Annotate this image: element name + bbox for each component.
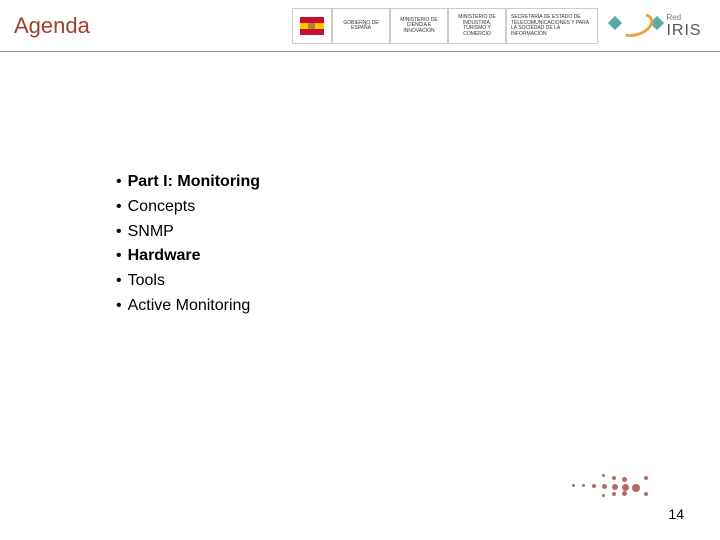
list-item-label: Tools (128, 269, 165, 294)
ministerio-ciencia-logo: MINISTERIO DE CIENCIA E INNOVACIÓN (390, 8, 448, 44)
list-item: •SNMP (116, 220, 260, 245)
decoration-dots-icon (572, 464, 662, 504)
dot-icon (612, 476, 616, 480)
dot-icon (622, 477, 627, 482)
list-item: •Active Monitoring (116, 294, 260, 319)
bullet-icon: • (116, 220, 122, 245)
bullet-icon: • (116, 195, 122, 220)
iris-name: IRIS (666, 22, 701, 40)
page-title: Agenda (0, 13, 90, 39)
dot-icon (582, 484, 585, 487)
list-item-label: Part I: Monitoring (128, 170, 260, 195)
flag-icon (300, 17, 324, 35)
dot-icon (612, 484, 618, 490)
list-item-label: Active Monitoring (128, 294, 251, 319)
spain-emblem-icon (292, 8, 332, 44)
list-item-label: Concepts (128, 195, 196, 220)
list-item: •Concepts (116, 195, 260, 220)
bullet-icon: • (116, 269, 122, 294)
ministerio-industria-logo: MINISTERIO DE INDUSTRIA, TURISMO Y COMER… (448, 8, 506, 44)
bullet-icon: • (116, 170, 122, 195)
dot-icon (612, 492, 616, 496)
gobierno-logo: GOBIERNO DE ESPAÑA (332, 8, 390, 44)
header: Agenda GOBIERNO DE ESPAÑA MINISTERIO DE … (0, 0, 720, 52)
list-item-label: SNMP (128, 220, 174, 245)
list-item: •Tools (116, 269, 260, 294)
iris-swoosh-icon (614, 12, 658, 40)
dot-icon (644, 492, 648, 496)
secretaria-logo: SECRETARÍA DE ESTADO DE TELECOMUNICACION… (506, 8, 598, 44)
dot-icon (644, 476, 648, 480)
dot-icon (572, 484, 575, 487)
dot-icon (592, 484, 596, 488)
list-item: •Part I: Monitoring (116, 170, 260, 195)
iris-prefix: Red (666, 13, 681, 22)
dot-icon (622, 491, 627, 496)
agenda-list: •Part I: Monitoring•Concepts•SNMP•Hardwa… (116, 170, 260, 319)
dot-icon (632, 484, 640, 492)
page-number: 14 (668, 506, 684, 522)
logo-strip: GOBIERNO DE ESPAÑA MINISTERIO DE CIENCIA… (292, 8, 712, 44)
bullet-icon: • (116, 294, 122, 319)
list-item: •Hardware (116, 244, 260, 269)
dot-icon (602, 484, 607, 489)
bullet-icon: • (116, 244, 122, 269)
dot-icon (602, 494, 605, 497)
rediris-logo: Red IRIS (604, 8, 712, 44)
list-item-label: Hardware (128, 244, 201, 269)
dot-icon (602, 474, 605, 477)
dot-icon (622, 484, 629, 491)
iris-text: Red IRIS (666, 13, 701, 40)
